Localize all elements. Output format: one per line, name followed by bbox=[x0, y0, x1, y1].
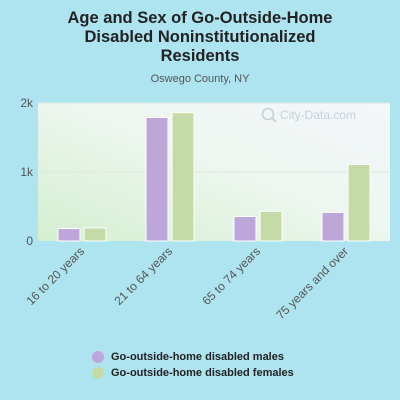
bar-females-3 bbox=[347, 163, 371, 242]
chart-title-line-1: Age and Sex of Go-Outside-Home bbox=[67, 9, 333, 27]
legend-label-females: Go-outside-home disabled females bbox=[111, 367, 294, 379]
bar-males-3 bbox=[321, 211, 345, 242]
bar-males-0 bbox=[57, 228, 81, 242]
bar-females-2 bbox=[259, 210, 283, 242]
bar-females-1 bbox=[171, 112, 195, 242]
x-tick-label-0: 16 to 20 years bbox=[23, 244, 87, 308]
y-tick-label-2: 2k bbox=[20, 96, 34, 110]
x-tick-label-1: 21 to 64 years bbox=[111, 244, 175, 308]
legend-item-males: Go-outside-home disabled males bbox=[92, 349, 294, 365]
chart-title: Age and Sex of Go-Outside-Home Disabled … bbox=[0, 9, 400, 66]
svg-text:City-Data.com: City-Data.com bbox=[280, 108, 356, 122]
chart-subtitle: Oswego County, NY bbox=[150, 73, 250, 85]
legend: Go-outside-home disabled males Go-outsid… bbox=[92, 349, 294, 381]
chart-title-line-3: Residents bbox=[160, 47, 240, 65]
legend-swatch-females bbox=[92, 367, 104, 379]
y-tick-label-1: 1k bbox=[20, 165, 34, 179]
watermark: City-Data.com bbox=[261, 107, 356, 123]
y-tick-label-0: 0 bbox=[26, 234, 33, 248]
legend-swatch-males bbox=[92, 351, 104, 363]
x-tick-label-3: 75 years and over bbox=[273, 244, 351, 322]
bar-females-0 bbox=[83, 227, 107, 242]
chart-title-line-2: Disabled Noninstitutionalized bbox=[84, 28, 316, 46]
bar-males-2 bbox=[233, 216, 257, 242]
bar-males-1 bbox=[145, 116, 169, 242]
x-tick-label-2: 65 to 74 years bbox=[199, 244, 263, 308]
legend-label-males: Go-outside-home disabled males bbox=[111, 351, 284, 363]
legend-item-females: Go-outside-home disabled females bbox=[92, 365, 294, 381]
